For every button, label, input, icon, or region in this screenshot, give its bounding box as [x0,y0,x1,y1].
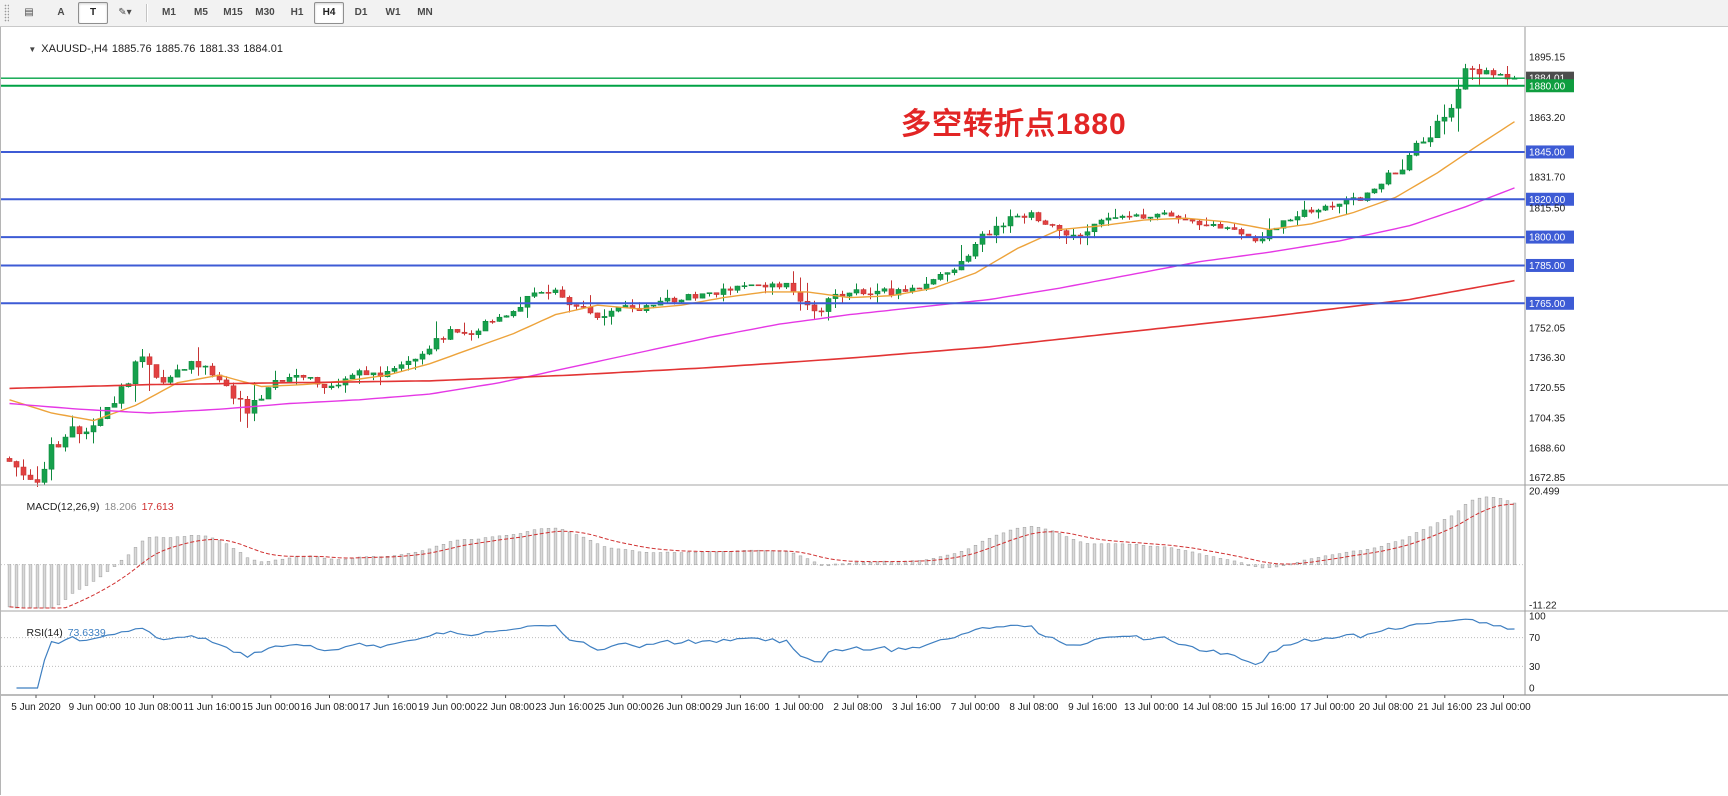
rsi-scale-label: 30 [1529,662,1541,673]
macd-indicator-label: MACD(12,26,9) 18.206 17.613 [9,489,179,525]
chart-area[interactable]: 1884.01 1880.00 1845.00 1820.00 1800.00 1785.… [0,27,1728,795]
chart-annotation-text: 多空转折点1880 [901,108,1127,141]
rsi-scale-label: 100 [1529,612,1546,623]
toolbar: ▤ A T ✎▾ M1 M5 M15 M30 H1 H4 D1 W1 MN [0,0,1728,27]
time-label: 23 Jul 00:00 [1476,702,1531,713]
price-tick-label: 1863.20 [1529,113,1566,124]
ohlc-close: 1884.01 [243,43,283,55]
time-label: 8 Jul 08:00 [1009,702,1058,713]
price-tick-label: 1895.15 [1529,53,1566,64]
timeframe-button-M30[interactable]: M30 [255,7,275,18]
macd-scale-bottom: -11.22 [1529,601,1557,612]
timeframe-button-H1[interactable]: H1 [290,7,304,18]
price-badge-1800.00 [1526,230,1574,244]
macd-main-value: 18.206 [104,501,137,513]
time-label: 15 Jul 16:00 [1241,702,1296,713]
time-label: 23 Jun 16:00 [535,702,593,713]
price-tick-label: 1672.85 [1529,473,1566,484]
text-tool-button[interactable]: T [78,2,108,24]
time-label: 22 Jun 08:00 [477,702,535,713]
ohlc-high: 1885.76 [155,43,196,55]
time-label: 7 Jul 00:00 [951,702,1000,713]
price-badge-text: 1884.01 [1529,74,1566,85]
price-badge-1820.00 [1526,192,1574,206]
timeframe-button-M5[interactable]: M5 [194,7,208,18]
toolbar-separator [146,4,148,22]
time-label: 19 Jun 00:00 [418,702,476,713]
time-label: 17 Jul 00:00 [1300,702,1355,713]
price-tick-label: 1704.35 [1529,414,1566,425]
price-tick-label: 1720.55 [1529,383,1566,394]
ma-slow-red [9,279,1515,390]
price-tick-label: 1688.60 [1529,443,1566,454]
time-label: 17 Jun 16:00 [359,702,417,713]
timeframe-button-group: M1 M5 M15 M30 H1 H4 D1 W1 MN [153,2,441,24]
chart-mode-button[interactable]: ▤ [24,7,34,18]
price-badge-1845.00 [1526,145,1574,159]
macd-signal-line [9,503,1515,609]
ma-mid-magenta [9,187,1515,414]
price-badge-1765.00 [1526,296,1574,310]
timeframe-button-M1[interactable]: M1 [162,7,176,18]
objects-tool-button[interactable]: ✎▾ [118,7,132,18]
chart-title: ▼ XAUUSD-,H4 1885.76 1885.76 1881.33 1884.01 [10,31,287,67]
price-badge-text: 1785.00 [1529,261,1566,272]
collapse-arrow-icon[interactable]: ▼ [28,45,37,54]
price-badge-text: 1765.00 [1529,299,1566,310]
time-label: 11 Jun 16:00 [184,702,242,713]
price-tick-label: 1831.70 [1529,173,1566,184]
price-chart-canvas[interactable]: 1884.011880.001845.001820.001800.001785.… [1,27,1728,795]
time-label: 25 Jun 00:00 [594,702,652,713]
macd-name: MACD(12,26,9) [26,501,100,513]
time-label: 5 Jun 2020 [11,702,61,713]
price-tick-label: 1815.50 [1529,203,1566,214]
timeframe-button-MN[interactable]: MN [417,7,433,18]
time-label: 20 Jul 08:00 [1359,702,1414,713]
ohlc-low: 1881.33 [199,43,240,55]
time-label: 29 Jun 16:00 [711,702,769,713]
time-label: 2 Jul 08:00 [833,702,882,713]
candles-layer [6,63,1518,487]
ohlc-open: 1885.76 [111,43,152,55]
rsi-value: 73.6339 [67,627,106,639]
time-label: 21 Jul 16:00 [1418,702,1473,713]
price-badge-1785.00 [1526,258,1574,272]
macd-scale-top: 20.499 [1529,487,1560,498]
time-label: 3 Jul 16:00 [892,702,941,713]
rsi-name: RSI(14) [26,627,63,639]
price-tick-label: 1752.05 [1529,323,1566,334]
cursor-tool-button[interactable]: A [57,7,65,18]
price-badge-text: 1845.00 [1529,147,1566,158]
rsi-scale-label: 0 [1529,684,1535,695]
timeframe-button-D1[interactable]: D1 [354,7,368,18]
time-label: 10 Jun 08:00 [124,702,182,713]
toolbar-left-buttons: ▤ A T ✎▾ [13,2,141,24]
macd-histogram [7,496,1517,609]
rsi-line [16,618,1515,689]
price-badge-text: 1880.00 [1529,81,1566,92]
price-badge-text: 1820.00 [1529,195,1566,206]
ma-fast-orange [9,121,1515,422]
toolbar-grip[interactable] [4,4,9,22]
rsi-scale-label: 70 [1529,633,1541,644]
time-label: 14 Jul 08:00 [1183,702,1238,713]
macd-signal-value: 17.613 [141,501,174,513]
time-label: 1 Jul 00:00 [775,702,824,713]
time-label: 9 Jun 00:00 [69,702,122,713]
time-label: 26 Jun 08:00 [653,702,711,713]
timeframe-button-W1[interactable]: W1 [385,7,401,18]
time-label: 16 Jun 08:00 [301,702,359,713]
time-label: 13 Jul 00:00 [1124,702,1179,713]
time-label: 9 Jul 16:00 [1068,702,1117,713]
timeframe-button-M15[interactable]: M15 [223,7,243,18]
rsi-indicator-label: RSI(14) 73.6339 [9,615,111,651]
price-badge-text: 1800.00 [1529,233,1566,244]
time-label: 15 Jun 00:00 [242,702,300,713]
timeframe-button-H4[interactable]: H4 [314,2,344,24]
symbol-period-label: XAUUSD-,H4 [41,43,108,55]
price-badge-1880.00 [1526,79,1574,93]
price-tick-label: 1736.30 [1529,353,1566,364]
